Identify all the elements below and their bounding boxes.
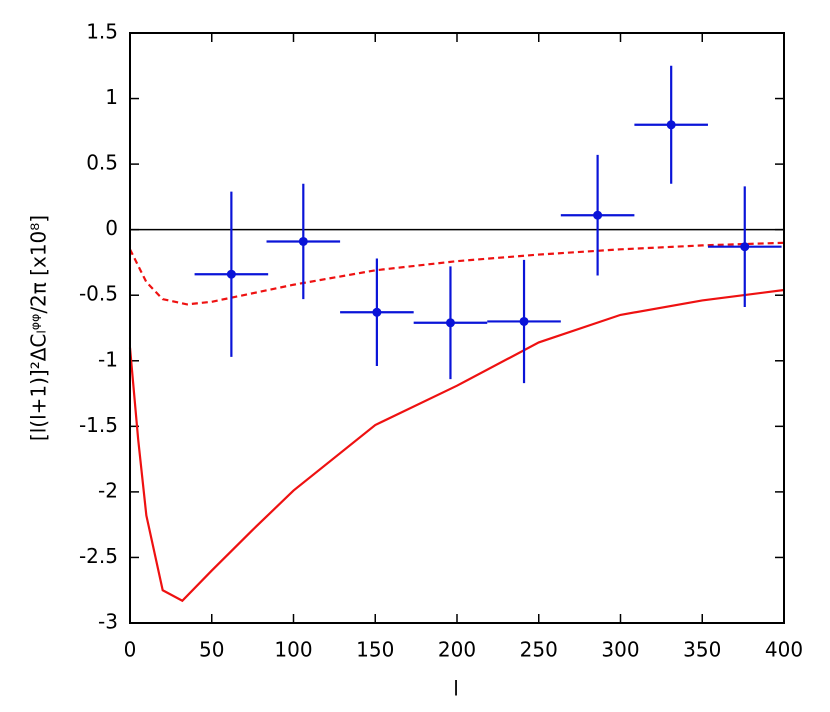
x-axis-label: l [453,677,459,701]
y-axis-label: [l(l+1)]²ΔCₗᵠᵠ/2π [x10⁸] [27,215,51,441]
x-tick-label: 0 [124,638,137,662]
x-tick-label: 400 [765,638,803,662]
x-tick-label: 100 [274,638,312,662]
curve [129,241,785,306]
y-tick-label: 1 [105,85,118,109]
y-tick-label: -0.5 [79,282,118,306]
data-point [372,307,382,317]
x-tick-label: 250 [520,638,558,662]
y-tick-label: 1.5 [86,20,118,44]
x-tick-label: 350 [683,638,721,662]
data-point [519,316,529,326]
data-point [298,236,308,246]
y-tick-label: -3 [98,610,118,634]
y-tick-label: -1 [98,347,118,371]
x-tick-label: 150 [356,638,394,662]
x-tick-label: 300 [601,638,639,662]
plot-frame [129,32,785,624]
data-point [740,242,750,252]
y-tick-label: -2.5 [79,544,118,568]
y-tick-label: -2 [98,478,118,502]
data-point [226,269,236,279]
x-tick-label: 50 [199,638,224,662]
data-point [445,318,455,328]
x-tick-label: 200 [438,638,476,662]
y-tick-label: 0.5 [86,151,118,175]
curve [128,288,785,603]
data-point [666,120,676,130]
y-tick-label: -1.5 [79,413,118,437]
y-tick-label: 0 [105,216,118,240]
data-point [593,210,603,220]
